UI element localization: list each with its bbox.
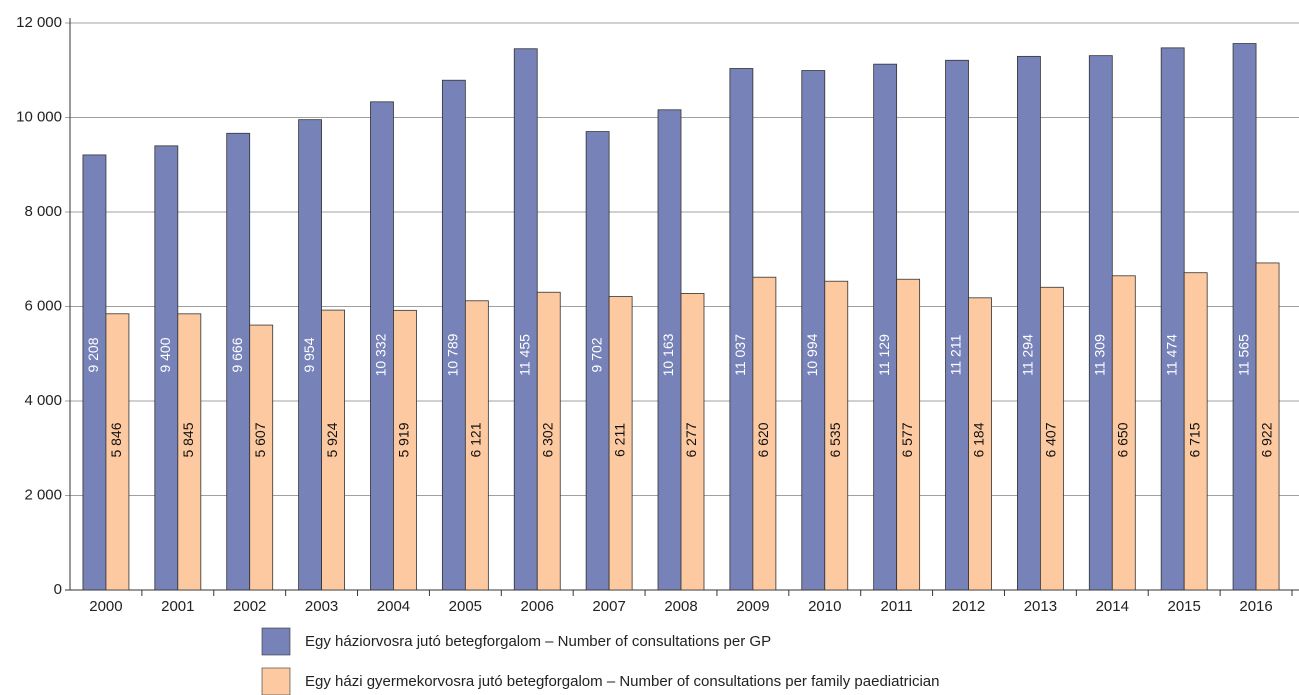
legend-swatch: [261, 627, 291, 656]
value-label: 6 620: [755, 422, 771, 457]
y-tick-label: 4 000: [24, 392, 62, 409]
bar: [1232, 43, 1257, 591]
value-label: 6 277: [683, 422, 699, 457]
value-label: 5 607: [252, 422, 268, 457]
value-label: 6 302: [539, 422, 555, 457]
bar: [729, 68, 754, 591]
y-tick-label: 12 000: [16, 14, 62, 31]
value-label: 5 919: [396, 422, 412, 457]
value-label: 6 121: [468, 422, 484, 457]
value-label: 9 666: [229, 337, 245, 372]
legend-label: Egy házi gyermekorvosra jutó betegforgal…: [305, 673, 939, 690]
value-label: 11 211: [948, 334, 964, 375]
value-label: 6 577: [899, 422, 915, 457]
x-tick-label: 2008: [664, 598, 697, 615]
x-tick-label: 2006: [521, 598, 554, 615]
value-label: 6 650: [1114, 422, 1130, 457]
y-tick-label: 10 000: [16, 108, 62, 125]
value-label: 9 954: [301, 337, 317, 372]
value-label: 11 309: [1091, 334, 1107, 376]
value-label: 5 924: [324, 422, 340, 457]
x-tick-label: 2009: [736, 598, 769, 615]
bar: [177, 313, 202, 591]
bar: [945, 59, 969, 591]
y-tick-label: 6 000: [24, 297, 62, 314]
value-label: 11 129: [876, 334, 892, 376]
x-tick-label: 2013: [1024, 598, 1057, 615]
value-label: 6 922: [1258, 422, 1274, 457]
x-tick-label: 2003: [305, 598, 338, 615]
value-label: 11 474: [1163, 334, 1179, 376]
x-tick-label: 2007: [592, 598, 625, 615]
value-label: 11 565: [1235, 334, 1251, 376]
value-label: 11 037: [732, 334, 748, 376]
bar: [249, 324, 274, 591]
bar: [1255, 262, 1280, 591]
value-label: 9 702: [588, 337, 604, 372]
bar: [824, 280, 849, 591]
value-label: 5 845: [180, 422, 196, 457]
value-label: 6 211: [611, 423, 627, 457]
bar: [1183, 272, 1208, 591]
y-tick-label: 0: [54, 581, 62, 598]
x-tick-label: 2016: [1239, 598, 1272, 615]
bar: [1111, 275, 1136, 591]
bar: [801, 70, 826, 591]
x-tick-label: 2000: [89, 598, 122, 615]
bar: [464, 300, 489, 591]
x-tick-label: 2011: [881, 598, 913, 615]
value-label: 6 184: [971, 422, 987, 457]
value-label: 6 715: [1186, 422, 1202, 457]
y-tick-label: 8 000: [24, 203, 62, 220]
x-tick-label: 2012: [952, 598, 985, 615]
bar: [680, 293, 705, 591]
bar: [968, 297, 992, 591]
bar: [752, 276, 777, 591]
bar: [513, 48, 538, 591]
bar: [896, 278, 921, 591]
bar: [873, 63, 898, 591]
x-tick-label: 2014: [1096, 598, 1129, 615]
value-label: 10 789: [445, 333, 461, 376]
value-label: 10 994: [804, 333, 820, 376]
bar: [105, 313, 130, 591]
x-tick-label: 2002: [233, 598, 266, 615]
value-label: 5 846: [108, 422, 124, 457]
bar: [1088, 55, 1113, 591]
x-tick-label: 2010: [808, 598, 841, 615]
bar: [321, 309, 345, 591]
value-label: 9 400: [157, 337, 173, 372]
bar: [536, 291, 561, 591]
value-label: 10 332: [373, 333, 389, 376]
value-label: 9 208: [85, 337, 101, 372]
legend-swatch: [261, 667, 291, 695]
x-tick-label: 2004: [377, 598, 410, 615]
value-label: 11 455: [516, 334, 532, 376]
y-tick-label: 2 000: [24, 486, 62, 503]
x-tick-label: 2015: [1167, 598, 1200, 615]
bar: [393, 309, 417, 591]
value-label: 10 163: [660, 333, 676, 376]
bar: [1017, 55, 1041, 591]
value-label: 6 535: [827, 422, 843, 457]
value-label: 11 294: [1020, 334, 1036, 376]
bar: [1040, 286, 1064, 591]
legend-label: Egy háziorvosra jutó betegforgalom – Num…: [305, 633, 771, 650]
bar: [1160, 47, 1185, 591]
x-tick-label: 2005: [449, 598, 482, 615]
bar: [608, 296, 633, 591]
x-tick-label: 2001: [161, 598, 194, 615]
value-label: 6 407: [1043, 422, 1059, 457]
